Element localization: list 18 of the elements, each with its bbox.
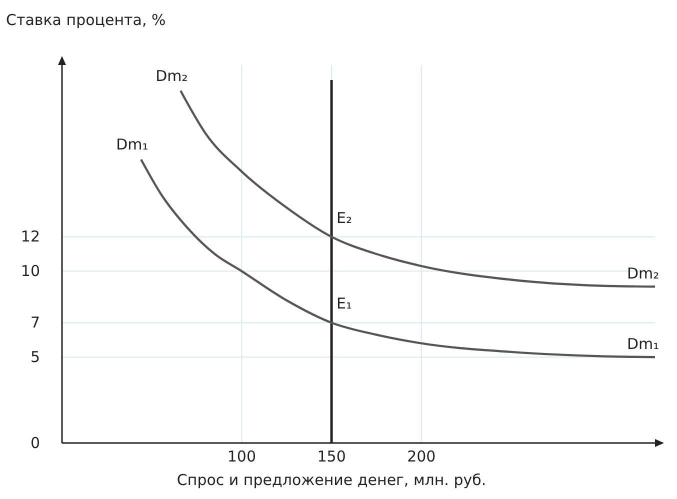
- annotation: E₂: [336, 208, 352, 227]
- y-tick-label: 0: [30, 434, 40, 452]
- y-axis-title: Ставка процента, %: [6, 11, 166, 29]
- annotation: E₁: [336, 294, 352, 313]
- line-series: [180, 90, 656, 288]
- text: Dm₁: [116, 136, 148, 154]
- x-tick-label: 100: [227, 448, 256, 466]
- y-tick-label: 5: [30, 348, 40, 366]
- text: Dm₂: [156, 66, 188, 85]
- line-series: [140, 158, 656, 358]
- series-label: Dm₂: [627, 264, 660, 283]
- x-tick-label: 200: [407, 448, 436, 466]
- y-tick-label: 10: [20, 262, 40, 280]
- series-label: Dm₁: [627, 335, 660, 354]
- x-axis-title: Спрос и предложение денег, млн. руб.: [176, 471, 486, 489]
- y-tick-label: 7: [30, 314, 40, 332]
- x-tick-label: 150: [317, 448, 346, 466]
- y-tick-label: 12: [20, 228, 40, 246]
